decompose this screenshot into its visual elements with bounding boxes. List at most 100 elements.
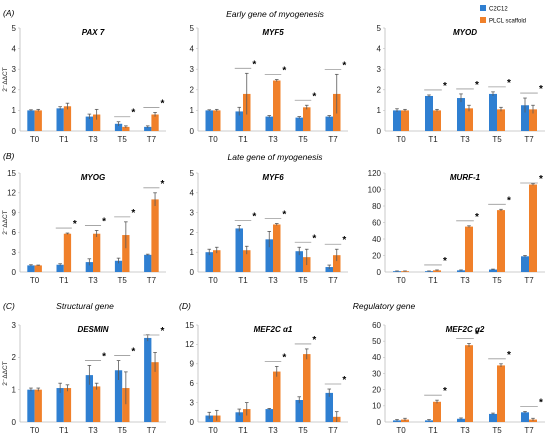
significance-star: * [507,195,511,206]
y-tick-label: 60 [372,321,381,330]
x-tick-label: T0 [30,135,40,144]
x-tick-label: T5 [492,135,502,144]
bar-c2c12 [457,418,465,422]
x-tick-label: T1 [238,276,248,285]
bar-c2c12 [425,95,433,131]
y-tick-label: 12 [185,340,194,349]
y-tick-label: 12 [7,189,16,198]
y-tick-label: 50 [372,337,381,346]
bar-c2c12 [425,271,433,272]
x-tick-label: T3 [88,135,98,144]
bar-c2c12 [295,251,303,272]
chart-murf1: MURF-1 0 20 40 60 80 100 120 T0 T1 * T3 * T5 * T7 * [368,169,545,285]
bar-c2c12 [489,93,497,131]
bar-plcl [273,224,281,272]
x-tick-label: T1 [59,426,69,435]
bar-c2c12 [457,98,465,131]
y-tick-label: 1 [12,106,17,115]
significance-star: * [131,208,135,219]
y-axis-label: 2⁻ΔΔCT [2,361,9,385]
y-tick-label: 0 [377,268,382,277]
legend-swatch-c2c12 [480,5,486,11]
bar-plcl [273,371,281,422]
bar-c2c12 [235,111,243,131]
x-tick-label: T3 [460,276,470,285]
x-tick-label: T0 [208,426,218,435]
legend-swatch-plcl [480,17,486,23]
significance-star: * [342,375,346,386]
bar-c2c12 [114,123,123,131]
chart-title: MYOD [453,28,477,37]
bar-plcl [93,233,101,272]
significance-star: * [161,179,165,190]
y-tick-label: 0 [377,127,382,136]
y-tick-label: 9 [190,360,195,369]
x-tick-label: T1 [59,135,69,144]
significance-star: * [475,80,479,91]
x-tick-label: T7 [147,276,157,285]
bar-plcl [401,110,409,131]
bar-plcl [497,210,505,272]
chart-pax7: PAX 7 0 1 2 3 4 5 2⁻ΔΔCT T0 T1 T3 T5 * T7 * [2,24,166,144]
significance-star: * [507,350,511,361]
bar-plcl [34,110,42,131]
y-tick-label: 5 [377,24,382,33]
bar-c2c12 [489,269,497,272]
x-tick-label: T0 [208,135,218,144]
section-label-a: (A) [3,8,15,18]
bar-plcl [93,386,101,422]
y-axis-label: 2⁻ΔΔCT [2,210,9,234]
bar-c2c12 [489,413,497,422]
significance-star: * [161,98,165,109]
bar-plcl [151,199,159,272]
bar-c2c12 [114,370,123,422]
bar-plcl [465,108,473,131]
x-tick-label: T1 [59,276,69,285]
chart-title: MYF6 [262,173,284,182]
bar-plcl [93,114,101,131]
bar-c2c12 [144,126,152,131]
x-tick-label: T7 [524,426,534,435]
chart-title: MYF5 [262,28,284,37]
chart-myf5: MYF5 0 1 2 3 4 5 T0 T1 * T3 * T5 * T7 * [190,24,348,144]
y-tick-label: 40 [372,353,381,362]
bar-plcl [122,388,130,422]
y-tick-label: 1 [190,106,195,115]
bar-c2c12 [265,409,273,422]
y-tick-label: 2 [377,86,382,95]
y-tick-label: 4 [377,44,382,53]
bar-c2c12 [205,252,213,272]
bar-c2c12 [144,337,152,422]
y-tick-label: 2 [190,228,195,237]
y-tick-label: 10 [372,402,381,411]
x-tick-label: T3 [268,426,278,435]
bar-plcl [465,226,473,272]
x-tick-label: T5 [118,135,128,144]
y-tick-label: 5 [12,24,17,33]
bar-c2c12 [85,375,93,422]
bar-plcl [303,354,311,422]
section-title-d: Regulatory gene [353,301,416,311]
significance-star: * [312,233,316,244]
chart-title: MEF2C α1 [254,325,293,334]
x-tick-label: T1 [238,426,248,435]
x-tick-label: T1 [428,276,438,285]
significance-star: * [102,216,106,227]
x-tick-label: T3 [460,135,470,144]
x-tick-label: T7 [328,135,338,144]
y-tick-label: 80 [372,202,381,211]
y-tick-label: 40 [372,235,381,244]
bar-c2c12 [521,412,529,422]
y-tick-label: 5 [190,24,195,33]
x-tick-label: T3 [268,276,278,285]
chart-mef2c_a1: MEF2C α1 0 3 6 9 12 15 T0 T1 T3 * T5 * T7 * [185,321,348,435]
significance-star: * [252,211,256,222]
bar-c2c12 [56,388,64,422]
bar-plcl [151,114,159,131]
bar-c2c12 [265,116,273,131]
bar-c2c12 [85,262,93,272]
bar-plcl [529,184,537,272]
x-tick-label: T0 [396,276,406,285]
y-tick-label: 3 [190,65,195,74]
